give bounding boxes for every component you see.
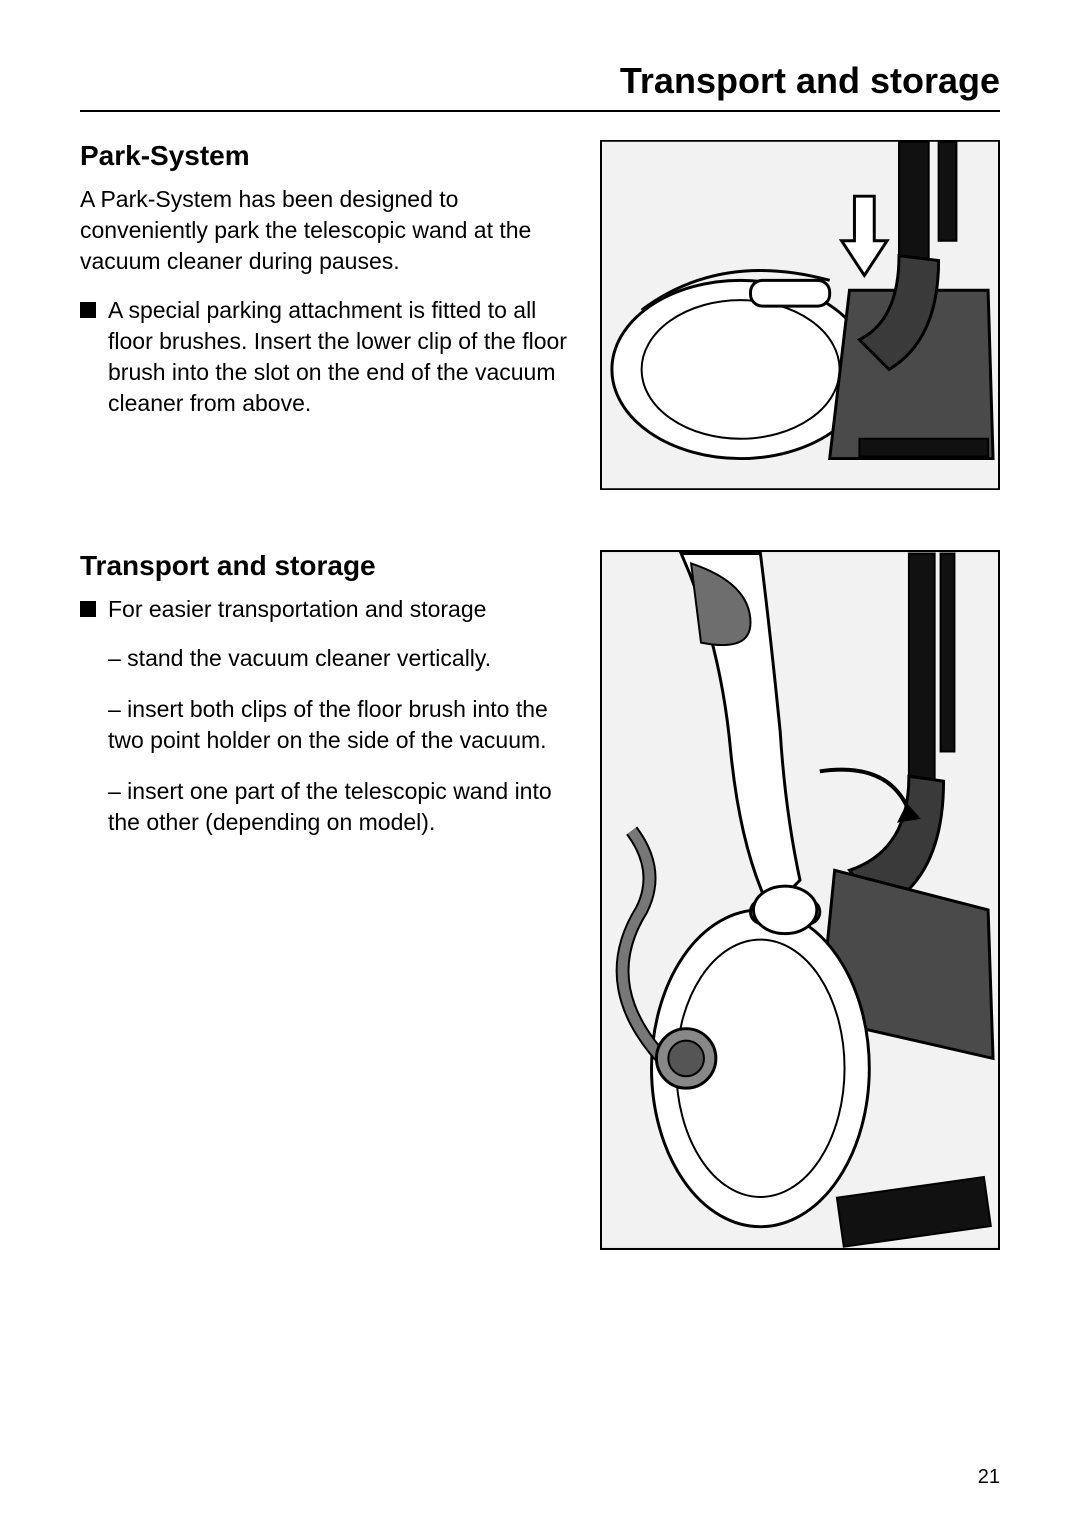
bullet-item: For easier transportation and storage	[80, 594, 570, 625]
figure-transport-storage	[600, 550, 1000, 1250]
park-system-illustration-icon	[602, 140, 998, 490]
text-column: Transport and storage For easier transpo…	[80, 550, 570, 858]
text-column: Park-System A Park-System has been desig…	[80, 140, 570, 437]
intro-paragraph: A Park-System has been designed to conve…	[80, 184, 570, 277]
page-title: Transport and storage	[80, 60, 1000, 112]
figure-column	[600, 140, 1000, 490]
page-number: 21	[978, 1466, 1000, 1489]
bullet-text: For easier transportation and storage	[108, 594, 570, 625]
section-heading-transport-storage: Transport and storage	[80, 550, 570, 582]
bullet-text: A special parking attachment is fitted t…	[108, 295, 570, 419]
section-park-system: Park-System A Park-System has been desig…	[80, 140, 1000, 490]
section-transport-storage: Transport and storage For easier transpo…	[80, 550, 1000, 1250]
sub-item: – insert both clips of the floor brush i…	[108, 694, 570, 756]
manual-page: Transport and storage Park-System A Park…	[0, 0, 1080, 1529]
section-heading-park-system: Park-System	[80, 140, 570, 172]
figure-park-system	[600, 140, 1000, 490]
transport-illustration-icon	[602, 550, 998, 1250]
square-bullet-icon	[80, 302, 96, 318]
sub-item: – stand the vacuum cleaner vertically.	[108, 643, 570, 674]
figure-column	[600, 550, 1000, 1250]
square-bullet-icon	[80, 601, 96, 617]
sub-item: – insert one part of the telescopic wand…	[108, 776, 570, 838]
bullet-item: A special parking attachment is fitted t…	[80, 295, 570, 419]
